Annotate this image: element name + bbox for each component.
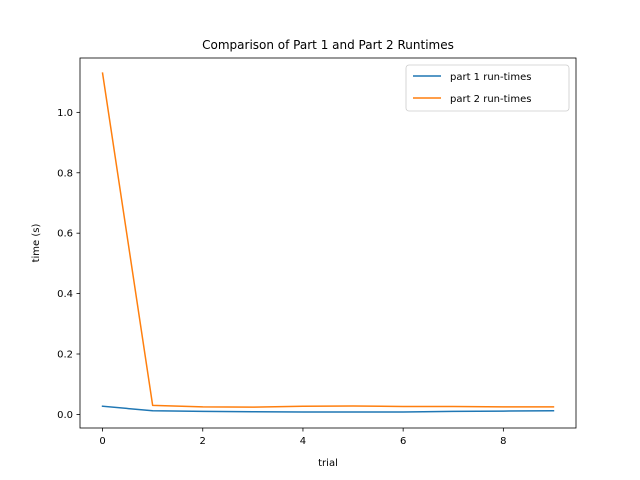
- series-line-part-1: [101, 405, 555, 413]
- y-tick-label: 0.0: [57, 410, 73, 421]
- y-tick-label: 0.8: [57, 168, 73, 179]
- y-axis: 0.0 0.2 0.4 0.6 0.8 1.0: [57, 108, 80, 421]
- x-axis: 0 2 4 6 8: [99, 428, 507, 447]
- x-tick-label: 2: [200, 436, 206, 447]
- legend: part 1 run-times part 2 run-times: [405, 64, 570, 112]
- axes-frame: [79, 57, 577, 429]
- plot-area: [80, 58, 576, 428]
- y-tick-label: 1.0: [57, 108, 73, 119]
- legend-box: [405, 64, 570, 112]
- x-tick-label: 0: [99, 436, 105, 447]
- series-layer: [101, 72, 555, 413]
- x-axis-label: trial: [318, 458, 338, 469]
- legend-label-part-2: part 2 run-times: [450, 94, 531, 105]
- x-tick-label: 6: [400, 436, 406, 447]
- x-tick-label: 8: [500, 436, 506, 447]
- x-tick-label: 4: [300, 436, 306, 447]
- y-tick-label: 0.6: [57, 229, 73, 240]
- chart-title: Comparison of Part 1 and Part 2 Runtimes: [202, 38, 454, 52]
- y-tick-label: 0.4: [57, 289, 73, 300]
- y-axis-label: time (s): [31, 224, 42, 263]
- series-line-part-2: [101, 72, 555, 408]
- y-tick-label: 0.2: [57, 350, 73, 361]
- legend-label-part-1: part 1 run-times: [450, 72, 531, 83]
